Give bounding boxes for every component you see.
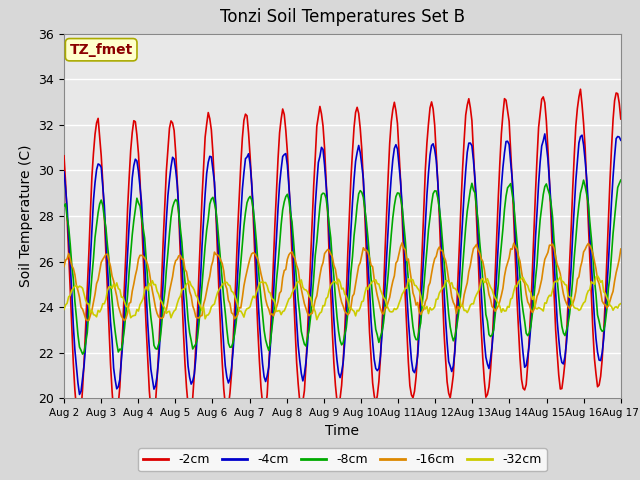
X-axis label: Time: Time bbox=[325, 424, 360, 438]
Text: TZ_fmet: TZ_fmet bbox=[70, 43, 133, 57]
Legend: -2cm, -4cm, -8cm, -16cm, -32cm: -2cm, -4cm, -8cm, -16cm, -32cm bbox=[138, 448, 547, 471]
Title: Tonzi Soil Temperatures Set B: Tonzi Soil Temperatures Set B bbox=[220, 9, 465, 26]
Y-axis label: Soil Temperature (C): Soil Temperature (C) bbox=[19, 145, 33, 287]
